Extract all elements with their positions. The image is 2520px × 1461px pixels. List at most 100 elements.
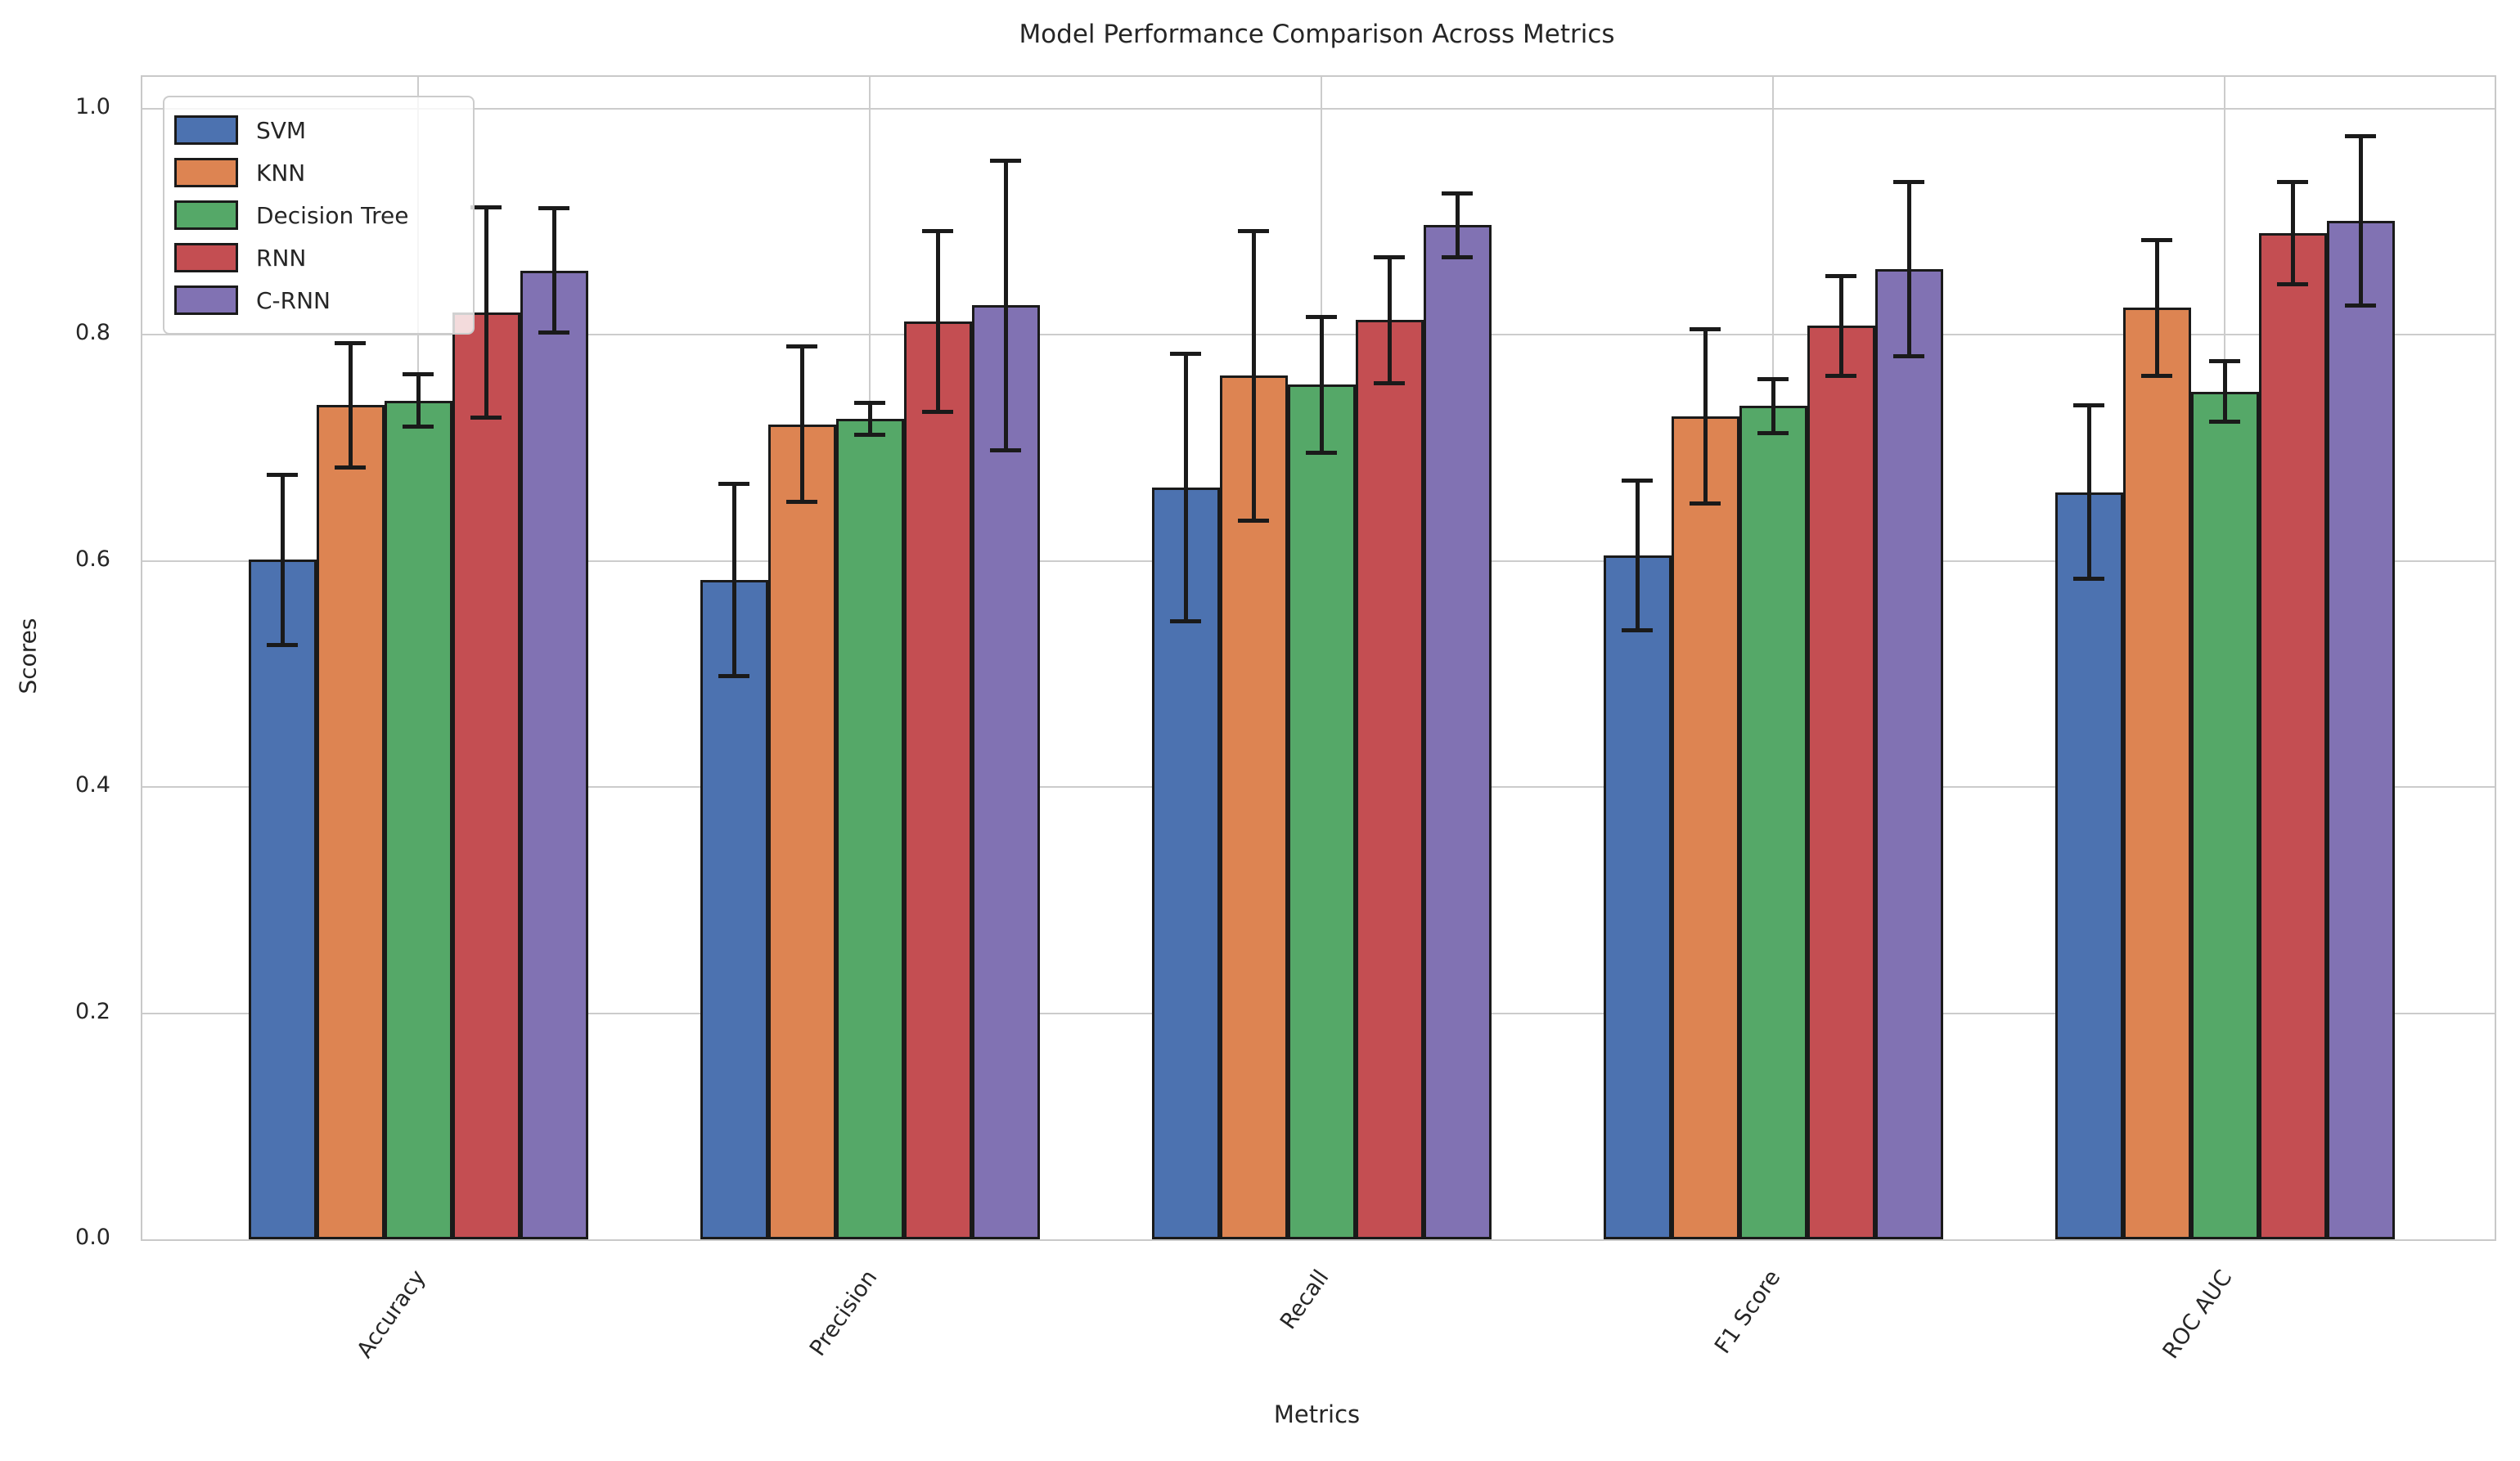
plot-area: SVM KNN Decision Tree RNN C-RNN	[141, 75, 2496, 1241]
bar-c-rnn	[1423, 225, 1492, 1239]
bar-decision-tree	[835, 418, 904, 1239]
error-bar-cap	[2073, 402, 2104, 407]
bar-c-rnn	[971, 305, 1040, 1239]
error-bar	[1183, 353, 1188, 622]
legend-item: Decision Tree	[174, 200, 473, 230]
error-bar	[2358, 136, 2363, 306]
error-bar-cap	[1757, 431, 1789, 436]
y-tick-label: 0.6	[75, 546, 110, 572]
error-bar	[1455, 193, 1460, 258]
y-tick-label: 0.0	[75, 1225, 110, 1250]
legend-label: KNN	[256, 159, 306, 187]
error-bar-cap	[2345, 303, 2376, 308]
bar-decision-tree	[1287, 384, 1356, 1239]
error-bar	[935, 231, 940, 412]
error-bar-cap	[922, 409, 953, 414]
error-bar	[799, 346, 804, 502]
legend-label: C-RNN	[256, 286, 331, 314]
error-bar-cap	[538, 330, 569, 335]
legend: SVM KNN Decision Tree RNN C-RNN	[163, 96, 475, 335]
error-bar	[484, 207, 488, 418]
error-bar-cap	[786, 500, 817, 505]
legend-swatch-icon	[174, 200, 238, 230]
error-bar	[1319, 317, 1324, 453]
x-tick-label: Accuracy	[352, 1265, 431, 1363]
legend-label: SVM	[256, 116, 307, 144]
error-bar	[1003, 160, 1008, 451]
error-bar-cap	[990, 159, 1021, 164]
error-bar	[348, 343, 353, 468]
error-bar-cap	[1622, 627, 1653, 632]
error-bar-cap	[1170, 352, 1201, 357]
error-bar-cap	[718, 674, 749, 679]
error-bar	[2222, 361, 2227, 422]
legend-swatch-icon	[174, 243, 238, 272]
error-bar-cap	[470, 205, 502, 209]
error-bar-cap	[1757, 376, 1789, 381]
y-tick-label: 0.2	[75, 998, 110, 1024]
bar-rnn	[903, 321, 972, 1239]
error-bar-cap	[335, 465, 366, 470]
y-axis-label: Scores	[14, 618, 42, 695]
legend-item: RNN	[174, 243, 473, 272]
legend-item: KNN	[174, 158, 473, 187]
error-bar	[280, 474, 285, 645]
chart-title: Model Performance Comparison Across Metr…	[1019, 20, 1615, 49]
error-bar-cap	[1690, 501, 1721, 506]
error-bar-cap	[1893, 354, 1924, 359]
legend-swatch-icon	[174, 115, 238, 145]
error-bar	[867, 402, 872, 434]
error-bar-cap	[2277, 281, 2308, 286]
legend-swatch-icon	[174, 158, 238, 187]
horizontal-gridline	[142, 108, 2495, 110]
error-bar-cap	[1306, 314, 1337, 319]
bar-rnn	[1355, 320, 1424, 1239]
error-bar-cap	[1622, 479, 1653, 483]
bar-knn	[1671, 416, 1739, 1239]
error-bar-cap	[854, 432, 885, 437]
error-bar-cap	[1374, 381, 1405, 386]
error-bar	[416, 374, 421, 427]
error-bar	[1251, 231, 1256, 521]
error-bar-cap	[922, 228, 953, 233]
error-bar	[1387, 257, 1392, 384]
error-bar-cap	[1825, 274, 1856, 279]
bar-svm	[700, 580, 768, 1239]
error-bar-cap	[2345, 133, 2376, 138]
error-bar	[1703, 329, 1708, 504]
error-bar-cap	[718, 482, 749, 487]
bar-knn	[767, 424, 836, 1239]
y-tick-label: 0.4	[75, 772, 110, 798]
legend-label: RNN	[256, 244, 307, 272]
legend-item: SVM	[174, 115, 473, 145]
x-tick-label: Precision	[804, 1265, 883, 1361]
bar-decision-tree	[1739, 406, 1807, 1239]
error-bar	[1771, 379, 1775, 434]
horizontal-gridline	[142, 334, 2495, 336]
error-bar-cap	[1374, 254, 1405, 259]
error-bar-cap	[2209, 358, 2240, 363]
error-bar-cap	[1442, 191, 1473, 196]
error-bar	[2086, 405, 2091, 579]
bar-decision-tree	[2190, 391, 2259, 1239]
error-bar-cap	[470, 415, 502, 420]
x-tick-label: ROC AUC	[2158, 1265, 2238, 1364]
bar-knn	[2122, 308, 2191, 1239]
error-bar-cap	[786, 344, 817, 348]
error-bar	[1635, 480, 1640, 631]
bar-c-rnn	[520, 270, 588, 1239]
error-bar-cap	[538, 206, 569, 211]
error-bar-cap	[1170, 618, 1201, 623]
error-bar-cap	[403, 424, 434, 429]
error-bar-cap	[1893, 180, 1924, 185]
error-bar-cap	[990, 447, 1021, 452]
y-tick-label: 0.8	[75, 320, 110, 346]
error-bar-cap	[2209, 420, 2240, 425]
legend-item: C-RNN	[174, 285, 473, 315]
error-bar-cap	[1238, 518, 1269, 523]
error-bar-cap	[854, 400, 885, 405]
bar-rnn	[1807, 326, 1875, 1239]
bar-knn	[316, 405, 385, 1239]
error-bar-cap	[1442, 254, 1473, 259]
